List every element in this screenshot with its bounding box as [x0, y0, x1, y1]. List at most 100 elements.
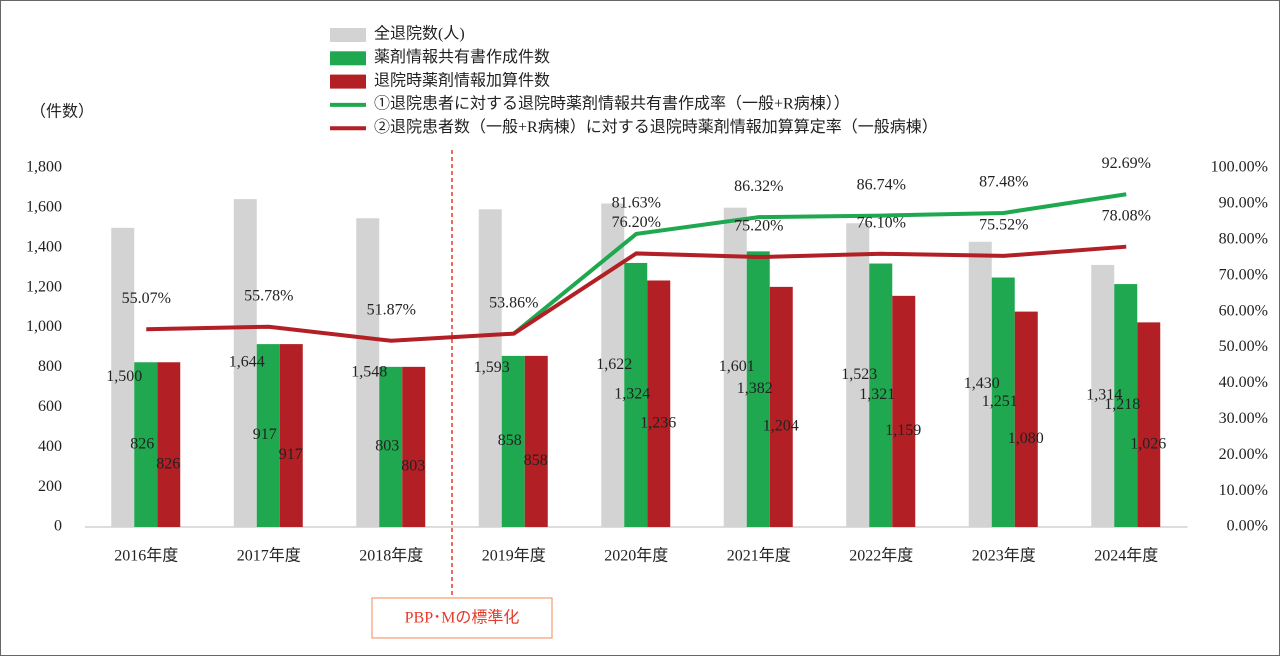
data-label: 1,593	[474, 359, 510, 376]
y2-tick-label: 70.00%	[1219, 266, 1268, 283]
data-label: 858	[498, 432, 522, 449]
data-label: 51.87%	[367, 301, 416, 318]
data-label: 86.32%	[734, 178, 783, 195]
bar	[723, 207, 747, 527]
legend-label: ②退院患者数（一般+R病棟）に対する退院時薬剤情報加算算定率（一般病棟）	[374, 117, 938, 136]
data-label: 1,251	[982, 393, 1018, 410]
y2-tick-label: 0.00%	[1227, 518, 1268, 535]
legend-label: ①退院患者に対する退院時薬剤情報共有書作成率（一般+R病棟））	[374, 95, 850, 113]
x-tick-label: 2022年度	[849, 547, 913, 565]
y-tick-label: 600	[38, 398, 62, 415]
legend-label: 全退院数(人)	[374, 25, 465, 43]
y2-tick-label: 90.00%	[1219, 195, 1268, 212]
y-tick-label: 200	[38, 478, 62, 495]
y-tick-label: 1,400	[26, 238, 62, 255]
data-label: 1,080	[1008, 430, 1044, 447]
y-tick-label: 1,800	[26, 159, 62, 176]
data-label: 1,236	[640, 414, 676, 431]
data-label: 826	[156, 455, 180, 472]
data-label: 1,321	[859, 386, 895, 403]
bar	[478, 209, 502, 527]
line	[146, 244, 1127, 343]
bar	[769, 286, 793, 527]
data-label: 1,622	[596, 356, 632, 373]
data-label: 1,382	[737, 380, 773, 397]
bar	[968, 241, 992, 528]
x-tick-label: 2024年度	[1094, 547, 1158, 565]
x-tick-label: 2023年度	[972, 547, 1036, 565]
data-label: 1,644	[229, 354, 265, 371]
bar	[379, 366, 403, 527]
bar	[256, 344, 280, 527]
annotation: PBP･Mの標準化	[405, 609, 520, 627]
data-label: 1,314	[1086, 387, 1122, 404]
bar	[869, 263, 893, 527]
legend-swatch	[330, 74, 366, 89]
y2-tick-label: 10.00%	[1219, 482, 1268, 499]
y2-tick-label: 30.00%	[1219, 410, 1268, 427]
y-tick-label: 400	[38, 438, 62, 455]
legend-label: 退院時薬剤情報加算件数	[374, 70, 550, 89]
y-tick-label: 0	[54, 518, 62, 535]
bar	[601, 203, 625, 528]
data-label: 1,601	[719, 358, 755, 375]
legend-swatch	[330, 28, 366, 42]
data-label: 1,430	[964, 375, 1000, 392]
x-tick-label: 2016年度	[114, 547, 178, 565]
bar	[1014, 311, 1038, 527]
bar	[111, 227, 135, 528]
data-label: 53.86%	[489, 294, 538, 311]
y-tick-label: 1,000	[26, 318, 62, 335]
bar	[892, 295, 916, 527]
data-label: 86.74%	[857, 176, 906, 193]
bar	[647, 280, 671, 527]
data-label: 81.63%	[612, 195, 661, 212]
data-label: 1,026	[1130, 435, 1166, 452]
data-label: 917	[253, 426, 277, 443]
y2-tick-label: 100.00%	[1211, 159, 1268, 176]
y-tick-label: 1,600	[26, 199, 62, 216]
data-label: 76.20%	[612, 214, 661, 231]
bar	[1091, 264, 1115, 527]
y2-tick-label: 40.00%	[1219, 374, 1268, 391]
data-label: 75.20%	[734, 218, 783, 235]
data-label: 803	[401, 458, 425, 475]
data-label: 1,548	[351, 363, 387, 380]
bar	[501, 355, 525, 527]
line	[512, 192, 1127, 336]
data-label: 1,500	[106, 368, 142, 385]
bar	[279, 344, 303, 527]
y-tick-label: 800	[38, 358, 62, 375]
y-unit-label: （件数）	[30, 103, 94, 121]
data-label: 78.08%	[1102, 207, 1151, 224]
data-label: 1,218	[1104, 396, 1140, 413]
x-tick-label: 2021年度	[727, 547, 791, 565]
bar	[524, 355, 548, 527]
data-label: 76.10%	[857, 214, 906, 231]
data-label: 917	[279, 446, 303, 463]
bar	[746, 251, 770, 527]
bar	[1114, 284, 1138, 527]
data-label: 87.48%	[979, 174, 1028, 191]
bar	[157, 362, 181, 527]
bar	[1137, 322, 1161, 527]
x-tick-label: 2019年度	[482, 547, 546, 565]
bar	[991, 277, 1015, 527]
bar	[134, 362, 158, 527]
bar	[846, 223, 870, 528]
data-label: 803	[375, 438, 399, 455]
data-label: 1,204	[763, 418, 799, 435]
data-label: 1,159	[885, 422, 921, 439]
data-label: 858	[524, 452, 548, 469]
y2-tick-label: 50.00%	[1219, 338, 1268, 355]
data-label: 55.07%	[122, 290, 171, 307]
bar	[624, 262, 648, 527]
y-tick-label: 1,200	[26, 278, 62, 295]
bar	[233, 199, 257, 527]
data-label: 75.52%	[979, 217, 1028, 234]
x-tick-label: 2018年度	[359, 547, 423, 565]
y2-tick-label: 80.00%	[1219, 230, 1268, 247]
y2-tick-label: 20.00%	[1219, 446, 1268, 463]
data-label: 92.69%	[1102, 155, 1151, 172]
